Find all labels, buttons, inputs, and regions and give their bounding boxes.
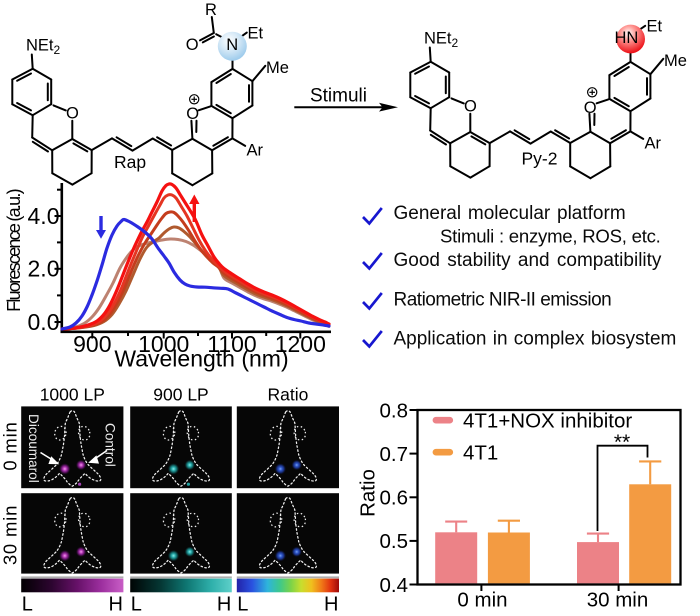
svg-text:Rap: Rap bbox=[114, 152, 146, 172]
svg-text:NEt2: NEt2 bbox=[424, 30, 459, 51]
svg-text:Et: Et bbox=[248, 25, 264, 43]
svg-text:30 min: 30 min bbox=[0, 505, 21, 565]
svg-text:Me: Me bbox=[664, 52, 687, 70]
svg-text:Wavelength (nm): Wavelength (nm) bbox=[114, 346, 288, 372]
svg-text:Dicoumarol: Dicoumarol bbox=[26, 414, 41, 483]
svg-text:O: O bbox=[186, 105, 199, 123]
svg-text:L: L bbox=[131, 594, 142, 616]
svg-text:Application in complex biosyst: Application in complex biosystem bbox=[394, 329, 677, 350]
svg-text:Ratiometric NIR-II emission: Ratiometric NIR-II emission bbox=[394, 290, 612, 311]
svg-text:Et: Et bbox=[647, 17, 663, 35]
svg-text:Fluorescence (a.u.): Fluorescence (a.u.) bbox=[4, 189, 24, 312]
svg-text:0.5: 0.5 bbox=[380, 530, 409, 553]
svg-text:4T1+NOX inhibitor: 4T1+NOX inhibitor bbox=[463, 410, 632, 433]
svg-text:4.0: 4.0 bbox=[28, 203, 60, 229]
svg-text:0 min: 0 min bbox=[457, 589, 507, 612]
svg-text:2.0: 2.0 bbox=[28, 256, 60, 282]
svg-text:O: O bbox=[186, 36, 199, 54]
svg-text:HN: HN bbox=[615, 29, 639, 47]
svg-text:1100: 1100 bbox=[207, 331, 256, 357]
svg-text:**: ** bbox=[614, 431, 630, 454]
svg-text:1200: 1200 bbox=[275, 331, 326, 357]
svg-text:L: L bbox=[237, 594, 248, 616]
svg-text:Ratio: Ratio bbox=[357, 469, 380, 517]
svg-text:R: R bbox=[205, 1, 217, 19]
svg-text:900: 900 bbox=[73, 331, 111, 357]
svg-text:Py-2: Py-2 bbox=[522, 149, 558, 169]
svg-text:900 LP: 900 LP bbox=[153, 385, 208, 405]
svg-text:0.0: 0.0 bbox=[28, 309, 60, 335]
svg-text:Control: Control bbox=[103, 423, 118, 467]
svg-text:0.4: 0.4 bbox=[380, 574, 409, 597]
svg-text:NEt2: NEt2 bbox=[26, 37, 61, 58]
svg-text:0.7: 0.7 bbox=[380, 443, 409, 466]
svg-text:N: N bbox=[226, 36, 238, 54]
svg-text:General molecular platform: General molecular platform bbox=[394, 203, 626, 224]
svg-text:O: O bbox=[464, 98, 477, 116]
svg-text:30 min: 30 min bbox=[587, 589, 649, 612]
svg-text:O: O bbox=[584, 99, 597, 117]
svg-text:0.6: 0.6 bbox=[380, 487, 409, 510]
svg-text:Ar: Ar bbox=[645, 134, 662, 152]
svg-text:Me: Me bbox=[266, 59, 289, 77]
svg-text:Good stability and compatibili: Good stability and compatibility bbox=[394, 250, 662, 271]
svg-text:H: H bbox=[217, 594, 231, 616]
svg-text:4T1: 4T1 bbox=[463, 442, 498, 465]
svg-text:Ratio: Ratio bbox=[267, 385, 308, 405]
svg-text:H: H bbox=[108, 594, 122, 616]
svg-text:L: L bbox=[22, 594, 33, 616]
svg-text:Stimuli: Stimuli bbox=[310, 85, 367, 106]
svg-text:Stimuli : enzyme, ROS, etc.: Stimuli : enzyme, ROS, etc. bbox=[440, 226, 661, 247]
svg-text:Ar: Ar bbox=[247, 141, 264, 159]
svg-text:H: H bbox=[324, 594, 338, 616]
svg-text:0.8: 0.8 bbox=[380, 399, 409, 422]
svg-text:O: O bbox=[66, 105, 79, 123]
svg-text:1000 LP: 1000 LP bbox=[40, 385, 105, 405]
svg-text:1000: 1000 bbox=[138, 331, 189, 357]
svg-text:0 min: 0 min bbox=[0, 421, 21, 470]
